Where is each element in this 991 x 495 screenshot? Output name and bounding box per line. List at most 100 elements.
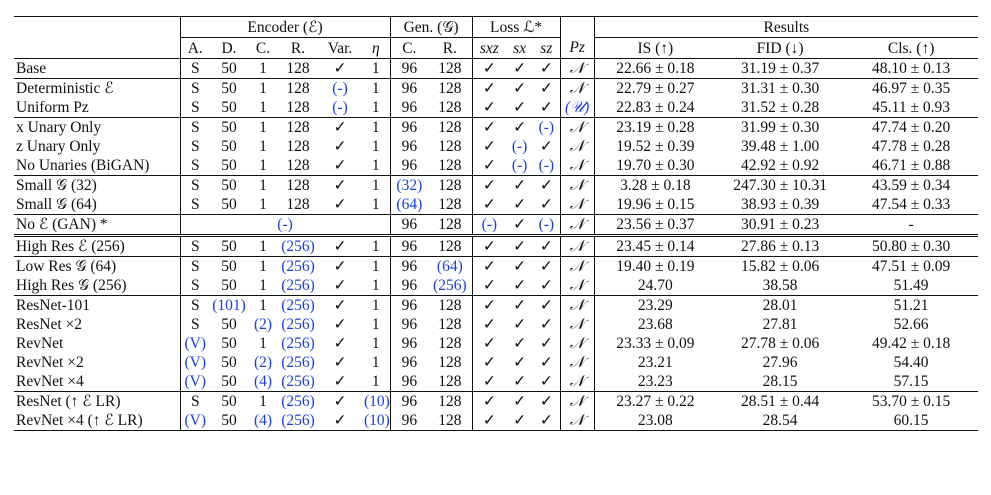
- cell-sx: ✓: [513, 373, 527, 390]
- results-table-container: Encoder (ℰ) Gen. (𝒢) Loss ℒ* Results A. …: [14, 16, 979, 431]
- cell-fid: 31.52 ± 0.28: [740, 99, 820, 116]
- cell-is: 23.08: [593, 411, 717, 431]
- cell-eta: 1: [371, 99, 380, 116]
- cell-gr: 128: [438, 316, 462, 333]
- encoder-span-cell: (-): [179, 214, 391, 236]
- cell-d: 50: [221, 196, 237, 213]
- cell-fid: 31.31 ± 0.30: [716, 78, 845, 98]
- cell-sx: ✓: [506, 78, 534, 98]
- results-table-body: Base S 50 1 128 ✓ 1 96 128 ✓ ✓ ✓ 𝒩 22.66 ± 0.18 31.19 …: [14, 58, 979, 431]
- cell-a: (V): [179, 411, 210, 431]
- cell-a: (V): [179, 334, 210, 353]
- cell-sx: ✓: [506, 295, 534, 315]
- col-header-c: C.: [255, 39, 271, 57]
- cell-sxz: (-): [471, 214, 507, 236]
- cell-c: 1: [248, 391, 278, 411]
- cell-sz: ✓: [533, 411, 561, 431]
- cell-is: 19.70 ± 0.30: [593, 156, 717, 176]
- encoder-group-header: Encoder (ℰ): [179, 16, 391, 38]
- cell-sxz: ✓: [471, 98, 507, 118]
- cell-sxz: ✓: [471, 353, 507, 372]
- cell-cls: 46.71 ± 0.88: [871, 157, 951, 174]
- cell-c: (2): [253, 316, 273, 333]
- cell-cls: 46.97 ± 0.35: [844, 78, 979, 98]
- cell-sx: ✓: [506, 234, 534, 257]
- cell-c: 1: [259, 335, 267, 352]
- cell-fid: 28.15: [762, 373, 798, 390]
- cell-c: 1: [259, 196, 267, 213]
- cell-is: 23.21: [593, 353, 717, 372]
- cell-pz: 𝒩: [559, 353, 595, 372]
- cell-var: ✓: [333, 157, 347, 174]
- cell-sxz: ✓: [471, 195, 507, 215]
- cell-c: 1: [259, 157, 267, 174]
- cell-pz: 𝒩: [559, 117, 595, 137]
- cell-sx: (-): [511, 157, 528, 174]
- cell-sxz: ✓: [471, 175, 507, 195]
- cell-sxz: ✓: [471, 256, 507, 276]
- cell-gc: 96: [389, 78, 429, 98]
- cell-r: (256): [281, 354, 315, 371]
- cell-eta: 1: [362, 58, 391, 79]
- ablation-results-table: Encoder (ℰ) Gen. (𝒢) Loss ℒ* Results A. …: [14, 16, 979, 431]
- row-label: Small 𝒢 (64): [16, 196, 97, 213]
- table-row: RevNet (V) 50 1 (256) ✓ 1 96 128 ✓ ✓ ✓ 𝒩 23.33 ± 0.09…: [14, 334, 978, 353]
- cell-pz: 𝒩: [559, 58, 595, 79]
- cell-sz: ✓: [539, 138, 553, 155]
- cell-r: 128: [286, 99, 310, 116]
- row-label: ResNet ×2: [16, 316, 82, 333]
- cell-gr: 128: [428, 78, 473, 98]
- cell-fid: 30.91 ± 0.23: [716, 214, 845, 236]
- cell-gr: 128: [428, 411, 473, 431]
- cell-sx: ✓: [506, 214, 534, 236]
- cell-d: 50: [210, 175, 248, 195]
- cell-a: (V): [179, 353, 210, 372]
- cell-var: ✓: [333, 138, 347, 155]
- cell-gr: 128: [438, 373, 462, 390]
- cell-var: ✓: [318, 256, 362, 276]
- cell-cls: -: [844, 214, 979, 236]
- cell-gr: 128: [428, 391, 473, 411]
- cell-r: 128: [286, 157, 310, 174]
- corner-cell: [14, 16, 180, 38]
- cell-var: ✓: [333, 335, 347, 352]
- cell-cls: 43.59 ± 0.34: [844, 175, 979, 195]
- row-label: Small 𝒢 (32): [14, 175, 180, 195]
- cell-pz: 𝒩: [559, 175, 595, 195]
- cell-sxz: ✓: [471, 78, 507, 98]
- cell-fid: 27.86 ± 0.13: [716, 234, 845, 257]
- cell-sx: ✓: [513, 99, 527, 116]
- cell-d: 50: [210, 117, 248, 137]
- cell-sz: ✓: [539, 373, 553, 390]
- cell-sz: ✓: [533, 256, 561, 276]
- cell-var: ✓: [333, 354, 347, 371]
- cell-gc: 96: [389, 137, 429, 156]
- cell-sx: ✓: [513, 335, 527, 352]
- cell-cls: 52.66: [893, 316, 929, 333]
- cell-sxz: ✓: [471, 334, 507, 353]
- cell-cls: 47.78 ± 0.28: [871, 138, 951, 155]
- cell-a: S: [179, 234, 210, 257]
- cell-gc: 96: [389, 156, 429, 176]
- cell-a: S: [179, 117, 210, 137]
- cell-eta: (10): [362, 411, 391, 431]
- cell-r: (256): [278, 256, 318, 276]
- cell-eta: 1: [362, 234, 391, 257]
- cell-eta: 1: [371, 373, 380, 390]
- cell-pz: 𝒩: [559, 234, 595, 257]
- cell-c: 1: [248, 295, 278, 315]
- cell-sxz: ✓: [471, 137, 507, 156]
- cell-a: S: [179, 137, 210, 156]
- cell-gc: 96: [389, 411, 429, 431]
- cell-r: (256): [281, 373, 315, 390]
- cell-is: 23.29: [593, 295, 717, 315]
- cell-a: S: [179, 98, 210, 118]
- cell-cls: 51.49: [893, 277, 929, 294]
- cell-fid: 15.82 ± 0.06: [716, 256, 845, 276]
- cell-pz: 𝒩: [559, 372, 595, 392]
- cell-sxz: ✓: [471, 276, 507, 296]
- cell-gr: 128: [428, 175, 473, 195]
- cell-eta: 1: [362, 78, 391, 98]
- cell-sz: ✓: [533, 234, 561, 257]
- cell-gc: (64): [389, 195, 429, 215]
